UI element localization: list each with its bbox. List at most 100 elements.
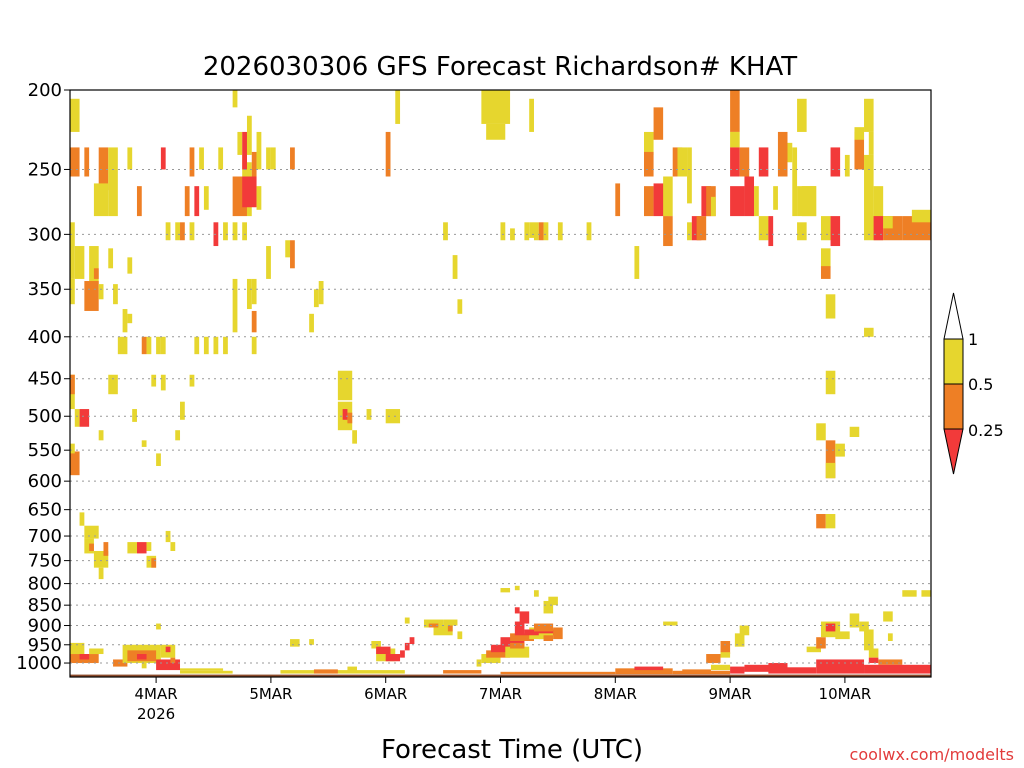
ri-cell-203 bbox=[443, 222, 448, 241]
ri-cell-17 bbox=[203, 186, 209, 210]
ri-cell-119 bbox=[156, 623, 161, 630]
ri-cell-79 bbox=[160, 374, 166, 391]
y-tick-label-700: 700 bbox=[28, 526, 62, 547]
ri-cell-19 bbox=[218, 147, 224, 170]
ri-cell-106 bbox=[70, 642, 85, 655]
y-tick-label-250: 250 bbox=[28, 159, 62, 180]
ri-cell-189 bbox=[868, 657, 879, 664]
credit-text: coolwx.com/modelts bbox=[850, 745, 1014, 764]
ri-cell-264 bbox=[830, 147, 841, 177]
ri-cell-30 bbox=[246, 115, 252, 155]
ri-cell-130 bbox=[376, 646, 391, 655]
ri-cell-9 bbox=[165, 222, 171, 241]
ri-cell-46 bbox=[127, 257, 133, 274]
y-tick-label-450: 450 bbox=[28, 369, 62, 390]
ri-cell-247 bbox=[792, 147, 798, 217]
ri-cell-89 bbox=[352, 430, 357, 444]
ri-cell-216 bbox=[634, 246, 640, 279]
ri-cell-99 bbox=[127, 542, 137, 554]
ri-cell-146 bbox=[490, 644, 515, 653]
ri-cell-36 bbox=[290, 147, 295, 170]
ri-cell-59 bbox=[246, 278, 252, 310]
ri-cell-63 bbox=[266, 246, 271, 279]
ri-cell-103 bbox=[151, 558, 157, 568]
colorbar-label-2: 0.25 bbox=[968, 421, 1004, 440]
ri-cell-239 bbox=[754, 186, 759, 217]
ri-cell-249 bbox=[801, 186, 817, 217]
ri-cell-171 bbox=[720, 641, 731, 655]
ri-cell-133 bbox=[404, 642, 410, 651]
ri-cell-93 bbox=[84, 525, 99, 539]
ri-cell-275 bbox=[825, 462, 836, 479]
ri-cell-242 bbox=[768, 216, 774, 247]
ri-cell-83 bbox=[70, 451, 80, 476]
ri-cell-97 bbox=[98, 567, 104, 580]
ri-cell-72 bbox=[74, 409, 80, 427]
ri-cell-162 bbox=[553, 627, 563, 640]
y-tick-label-400: 400 bbox=[28, 327, 62, 348]
ri-cell-253 bbox=[854, 131, 865, 170]
x-tick-label-0: 4MAR bbox=[135, 685, 178, 703]
colorbar: 1 0.5 0.25 bbox=[943, 292, 1004, 475]
ri-cell-37 bbox=[70, 222, 75, 279]
y-tick-label-300: 300 bbox=[28, 224, 62, 245]
ri-cell-198 bbox=[481, 90, 511, 124]
ri-cell-202 bbox=[529, 98, 534, 132]
ri-cell-91 bbox=[385, 409, 401, 424]
ri-cell-276 bbox=[849, 426, 860, 437]
ri-cell-33 bbox=[256, 186, 262, 210]
ri-cell-268 bbox=[820, 266, 831, 279]
x-axis-label: Forecast Time (UTC) bbox=[381, 735, 643, 765]
ri-cell-148 bbox=[510, 633, 534, 642]
ri-cell-43 bbox=[84, 281, 99, 311]
ri-cell-259 bbox=[883, 216, 893, 229]
y-tick-label-950: 950 bbox=[28, 635, 62, 656]
ri-cell-205 bbox=[457, 299, 463, 314]
ri-cell-260 bbox=[911, 209, 931, 223]
ri-cell-21 bbox=[232, 222, 238, 241]
ri-cell-190 bbox=[878, 659, 903, 665]
ri-cell-58 bbox=[223, 336, 228, 355]
y-tick-label-900: 900 bbox=[28, 616, 62, 637]
ri-cell-179 bbox=[806, 646, 821, 653]
ri-cell-100 bbox=[136, 542, 147, 554]
ri-cell-273 bbox=[825, 440, 836, 479]
ri-cell-56 bbox=[203, 336, 209, 355]
ri-cell-183 bbox=[825, 623, 836, 632]
ri-cell-7 bbox=[136, 186, 142, 217]
ri-cell-212 bbox=[543, 222, 549, 241]
ri-cell-0 bbox=[70, 98, 80, 132]
ri-cell-158 bbox=[543, 600, 554, 614]
ri-cell-22 bbox=[242, 222, 247, 241]
ri-cell-255 bbox=[873, 186, 884, 241]
ri-cell-54 bbox=[232, 278, 238, 333]
ri-cell-101 bbox=[146, 542, 152, 551]
ri-cell-262 bbox=[868, 131, 874, 155]
ri-cell-168 bbox=[682, 669, 711, 674]
ri-cell-122 bbox=[280, 670, 319, 674]
ri-cell-44 bbox=[98, 284, 104, 300]
ri-cell-15 bbox=[194, 186, 200, 217]
ri-cell-27 bbox=[242, 131, 247, 170]
ri-cell-251 bbox=[797, 222, 807, 241]
ri-cell-139 bbox=[428, 623, 439, 628]
ri-cell-77 bbox=[151, 374, 157, 387]
ri-cell-206 bbox=[500, 222, 506, 241]
ri-cell-237 bbox=[730, 186, 745, 217]
ri-cell-60 bbox=[251, 278, 257, 305]
ri-cell-135 bbox=[404, 617, 410, 624]
ri-cell-214 bbox=[586, 222, 592, 241]
ri-cell-51 bbox=[146, 336, 152, 355]
ri-cell-161 bbox=[543, 635, 554, 642]
ri-cell-23 bbox=[232, 90, 238, 108]
ri-cell-137 bbox=[433, 625, 453, 636]
ri-cell-160 bbox=[533, 590, 539, 597]
ri-cell-274 bbox=[835, 443, 845, 457]
ri-cell-211 bbox=[538, 222, 544, 241]
ri-cell-267 bbox=[820, 248, 831, 269]
ri-cell-232 bbox=[710, 196, 716, 217]
ri-cell-3 bbox=[98, 147, 109, 191]
plot-area bbox=[70, 90, 931, 677]
ri-cell-57 bbox=[213, 336, 219, 355]
ri-cell-113 bbox=[136, 654, 147, 660]
